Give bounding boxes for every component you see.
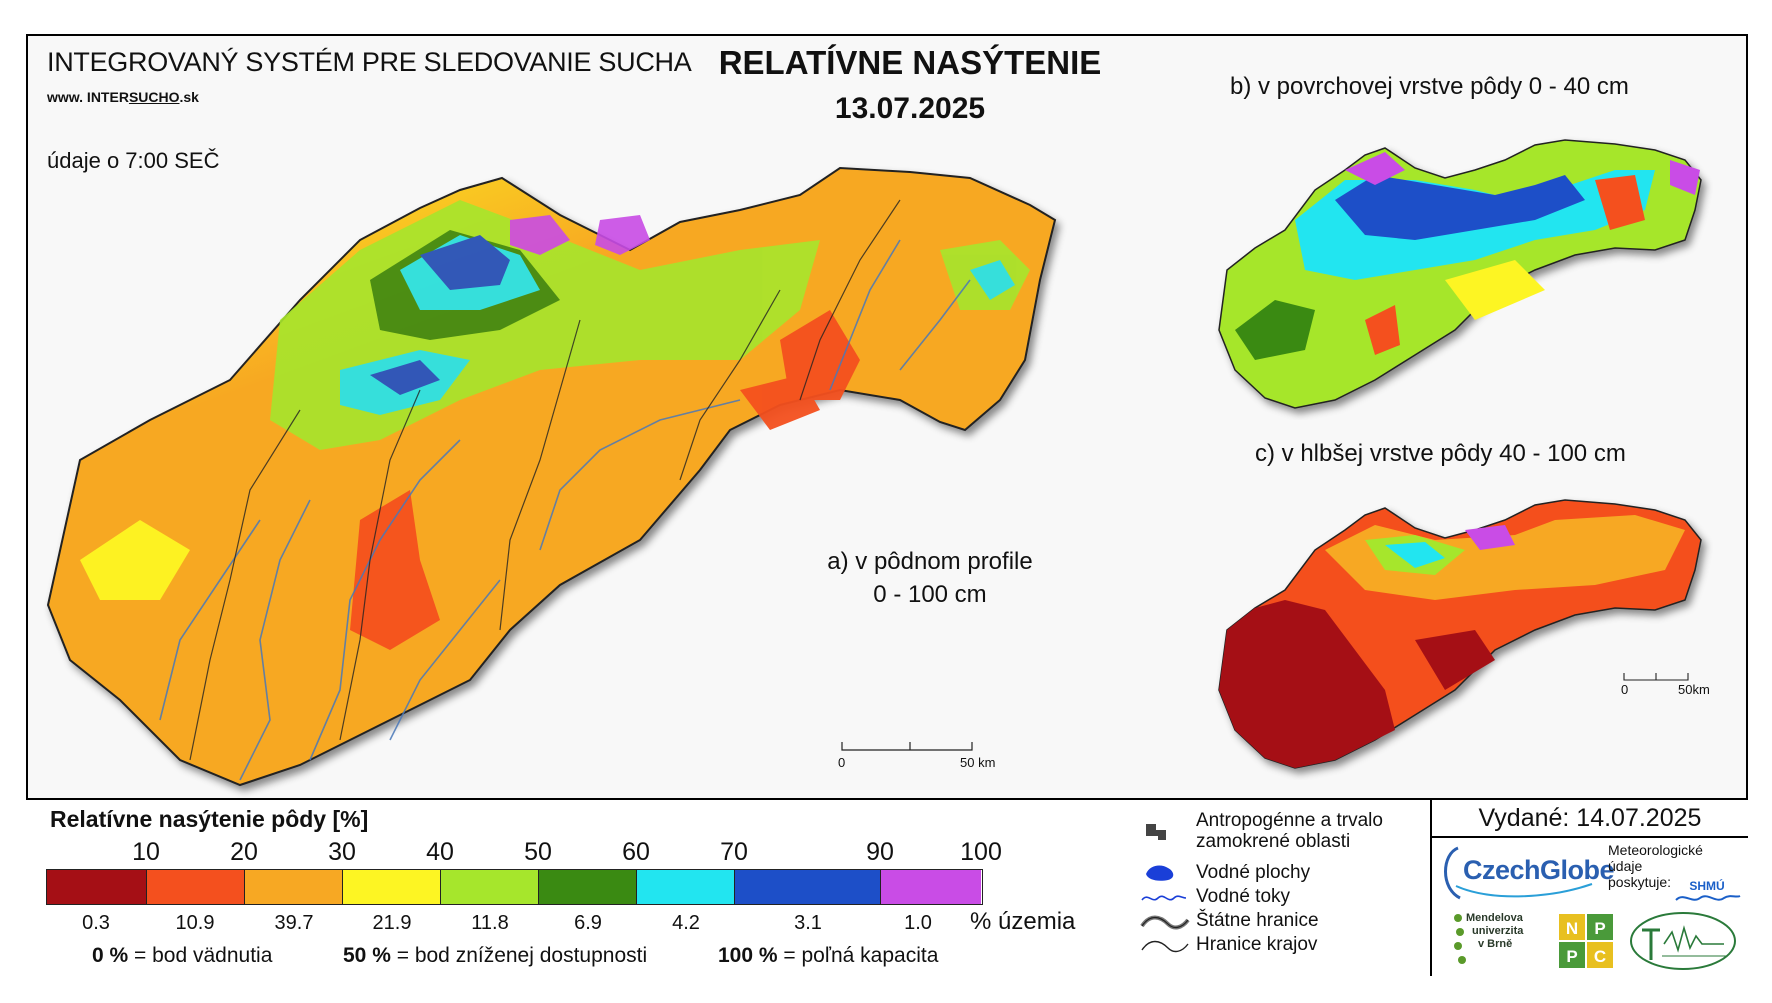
ustav-vied-o-zemi-logo [1630,912,1736,970]
legend-share: 6.9 [574,912,602,934]
map-a-label: a) v pôdnom profile 0 - 100 cm [827,548,1033,608]
region-border-icon [1141,940,1189,953]
page-title: RELATÍVNE NASÝTENIE [718,44,1102,81]
legend-title: Relatívne nasýtenie pôdy [%] [50,806,369,832]
issued-date: Vydané: 14.07.2025 [1478,804,1702,832]
region-border-label: Hranice krajov [1196,934,1318,955]
scale-bar-small-b [1620,250,1700,280]
region-borders [189,199,901,761]
legend-tick: 40 [426,838,454,866]
legend-class-2 [245,870,343,904]
website-link[interactable]: www. INTERSUCHO.sk [47,89,199,105]
scale-bar-small [1623,673,1689,681]
legend-ticks: 10 20 30 40 50 60 70 90 100 [46,838,1002,868]
system-title: INTEGROVANÝ SYSTÉM PRE SLEDOVANIE SUCHA [47,47,692,77]
svg-text:C: C [1594,947,1606,966]
legend-tick: 60 [622,838,650,866]
legend-tick: 10 [132,838,160,866]
rivers [159,239,971,781]
mendel-logo-dots [1454,914,1466,964]
dry-zones [80,310,860,650]
mendel-university-label: Mendelova univerzita v Brně [1466,912,1524,950]
legend-share: 11.8 [471,912,509,934]
water-stream-icon [1141,895,1187,901]
scale-main-end: 50 km [960,755,996,770]
legend-share: 1.0 [904,912,932,934]
divider [1430,798,1432,976]
legend-tick: 20 [230,838,258,866]
scale-small-zero: 0 [1621,682,1629,697]
legend-class-0 [47,870,147,904]
map-date: 13.07.2025 [834,92,986,125]
nppc-logo: N P P C [1558,913,1614,969]
legend-tick: 70 [720,838,748,866]
wet-zones-north [270,200,1030,450]
legend-class-1 [147,870,245,904]
scale-main-zero: 0 [838,755,846,770]
note-wilting-point: 0 % = bod vädnutia [92,944,273,967]
legend-share: 0.3 [82,912,110,934]
legend-color-bar [46,869,983,905]
legend-class-8 [881,870,981,904]
legend-class-4 [441,870,539,904]
note-field-capacity: 100 % = poľná kapacita [718,944,939,967]
data-time-note: údaje o 7:00 SEČ [47,148,220,173]
svg-text:P: P [1566,947,1577,966]
water-stream-label: Vodné toky [1196,886,1291,907]
legend-tick: 30 [328,838,356,866]
anthropogenic-icon [1146,824,1166,840]
anthropogenic-label: Antropogénne a trvalo zamokrené oblasti [1196,810,1383,852]
legend-share-unit: % územia [970,908,1076,935]
legend-class-7 [735,870,881,904]
legend-class-6 [637,870,735,904]
map-c-subsoil [1218,499,1702,769]
legend-share: 21.9 [372,912,412,934]
legend-share: 10.9 [175,912,215,934]
legend-class-3 [343,870,441,904]
scale-bar-main [841,742,973,751]
scale-small-end: 50km [1678,682,1710,697]
issued-box [1432,798,1748,838]
map-main-slovakia [46,166,1057,787]
shmu-logo: SHMÚ [1672,876,1742,908]
water-body-label: Vodné plochy [1196,862,1311,883]
czechglobe-wordmark: CzechGlobe [1463,855,1615,885]
legend-tick: 100 [960,838,1002,866]
symbol-legend: Antropogénne a trvalo zamokrené oblasti … [1140,810,1420,970]
legend-share: 4.2 [672,912,700,934]
legend-class-5 [539,870,637,904]
legend-tick: 50 [524,838,552,866]
czechglobe-logo [1444,846,1593,900]
legend-tick: 90 [866,838,894,866]
map-c-label: c) v hlbšej vrstve pôdy 40 - 100 cm [1255,440,1626,467]
map-b-topsoil [1218,139,1702,409]
note-reduced-availability: 50 % = bod zníženej dostupnosti [343,944,648,967]
shmu-text: SHMÚ [1689,878,1724,893]
svg-text:P: P [1594,919,1605,938]
legend-share: 3.1 [794,912,822,934]
state-border-icon [1140,915,1190,930]
legend-share: 39.7 [274,912,314,934]
water-body-icon [1146,865,1174,881]
map-b-label: b) v povrchovej vrstve pôdy 0 - 40 cm [1230,73,1629,100]
meteo-provider-note: Meteorologické údaje poskytuje: [1608,842,1703,890]
svg-text:N: N [1566,919,1578,938]
state-border-label: Štátne hranice [1196,910,1319,931]
